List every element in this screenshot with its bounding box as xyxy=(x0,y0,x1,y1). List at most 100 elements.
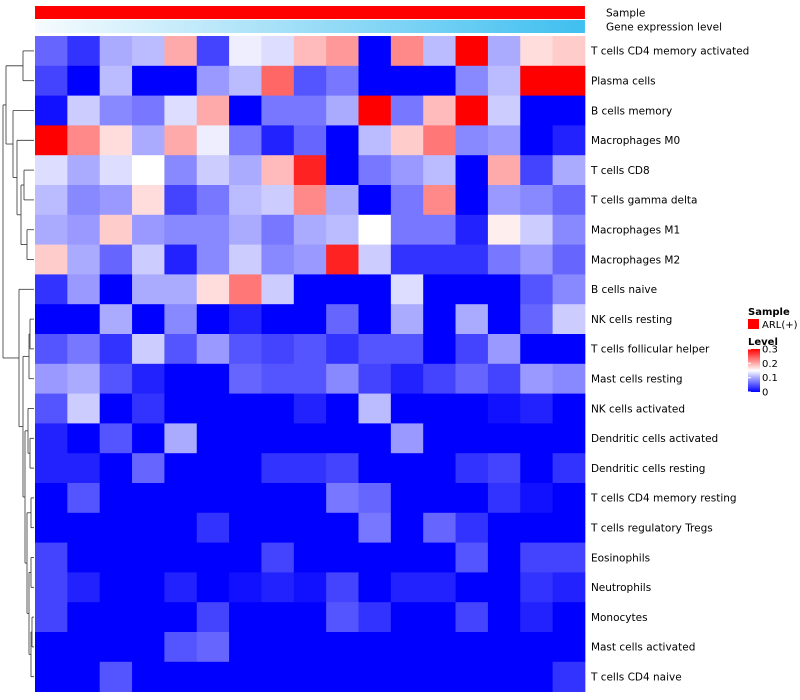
heatmap-cell xyxy=(520,214,553,245)
heatmap-cell xyxy=(520,572,553,603)
heatmap-cell xyxy=(487,632,521,663)
heatmap-cell xyxy=(229,95,262,126)
heatmap-cell xyxy=(423,572,456,603)
heatmap-cell xyxy=(132,185,165,216)
heatmap-cell xyxy=(99,363,133,394)
heatmap-cell xyxy=(99,453,133,484)
row-label: Macrophages M0 xyxy=(591,135,680,147)
heatmap-cell xyxy=(293,572,327,603)
heatmap-cell xyxy=(390,661,424,692)
heatmap-cell xyxy=(99,602,133,633)
heatmap-cell xyxy=(358,334,392,365)
heatmap-cell xyxy=(229,632,262,663)
heatmap-cell xyxy=(455,155,489,186)
level-tick-label: 0.3 xyxy=(762,345,778,356)
heatmap-cell xyxy=(520,185,553,216)
heatmap-cell xyxy=(520,334,553,365)
heatmap-cell xyxy=(455,304,489,335)
heatmap-cell xyxy=(164,602,198,633)
heatmap-cell xyxy=(552,453,586,484)
heatmap-cell xyxy=(99,423,133,454)
heatmap-cell xyxy=(358,542,392,573)
heatmap-cell xyxy=(132,363,165,394)
heatmap-cell xyxy=(293,125,327,156)
heatmap-cell xyxy=(67,453,101,484)
heatmap-cell xyxy=(261,304,295,335)
heatmap-cell xyxy=(390,304,424,335)
heatmap-cell xyxy=(99,512,133,543)
heatmap-cell xyxy=(99,95,133,126)
heatmap-cell xyxy=(196,95,230,126)
heatmap-cell xyxy=(358,244,392,275)
heatmap-cell xyxy=(326,661,359,692)
row-label: T cells CD4 memory activated xyxy=(590,46,749,58)
heatmap-cell xyxy=(293,155,327,186)
heatmap-cell xyxy=(132,65,165,96)
row-label: T cells CD8 xyxy=(590,165,650,177)
heatmap-cell xyxy=(261,155,295,186)
heatmap-cell xyxy=(132,602,165,633)
heatmap-cell xyxy=(358,423,392,454)
heatmap-cell xyxy=(520,483,553,514)
heatmap-cell xyxy=(164,453,198,484)
heatmap-cell xyxy=(455,483,489,514)
heatmap-cell xyxy=(261,423,295,454)
heatmap-cell xyxy=(390,334,424,365)
heatmap-cell xyxy=(358,661,392,692)
heatmap-cell xyxy=(487,363,521,394)
heatmap-cell xyxy=(487,483,521,514)
heatmap-cell xyxy=(196,423,230,454)
heatmap-cell xyxy=(455,542,489,573)
heatmap-cell xyxy=(326,393,359,424)
heatmap-cell xyxy=(358,214,392,245)
heatmap-cell xyxy=(67,423,101,454)
heatmap-cell xyxy=(423,274,456,305)
heatmap-cell xyxy=(520,65,553,96)
level-legend-title: Level xyxy=(748,337,778,348)
heatmap-cell xyxy=(67,363,101,394)
heatmap-cell xyxy=(99,304,133,335)
heatmap-cell xyxy=(67,602,101,633)
heatmap-cell xyxy=(196,334,230,365)
heatmap-cell xyxy=(552,572,586,603)
heatmap-cell xyxy=(487,602,521,633)
heatmap-cell xyxy=(487,214,521,245)
heatmap-cell xyxy=(326,274,359,305)
heatmap-cell xyxy=(67,65,101,96)
heatmap-cell xyxy=(132,483,165,514)
heatmap-cell xyxy=(261,393,295,424)
heatmap-cell xyxy=(487,393,521,424)
heatmap-cell xyxy=(261,185,295,216)
row-label: Neutrophils xyxy=(591,582,651,594)
heatmap-cell xyxy=(35,483,68,514)
heatmap-cell xyxy=(390,36,424,67)
heatmap-cell xyxy=(293,632,327,663)
heatmap-cell xyxy=(552,423,586,454)
heatmap-cell xyxy=(261,363,295,394)
heatmap-cell xyxy=(552,602,586,633)
heatmap-cell xyxy=(326,334,359,365)
heatmap-cell xyxy=(520,125,553,156)
heatmap-cell xyxy=(164,185,198,216)
heatmap-cell xyxy=(455,453,489,484)
heatmap-cell xyxy=(423,602,456,633)
heatmap-cell xyxy=(520,304,553,335)
heatmap-cell xyxy=(132,661,165,692)
row-dendrogram xyxy=(2,50,34,678)
heatmap-cell xyxy=(261,65,295,96)
heatmap-cell xyxy=(423,363,456,394)
heatmap-cell xyxy=(358,65,392,96)
sample-legend: Sample ARL(+) xyxy=(748,307,798,331)
heatmap-cell xyxy=(67,274,101,305)
heatmap-cell xyxy=(326,453,359,484)
heatmap-cell xyxy=(520,542,553,573)
heatmap-cell xyxy=(132,155,165,186)
heatmap-cell xyxy=(520,244,553,275)
heatmap-cell xyxy=(196,214,230,245)
heatmap-cell xyxy=(132,274,165,305)
heatmap-cell xyxy=(326,542,359,573)
heatmap-cell xyxy=(229,304,262,335)
heatmap-cell xyxy=(293,483,327,514)
heatmap-cell xyxy=(35,453,68,484)
